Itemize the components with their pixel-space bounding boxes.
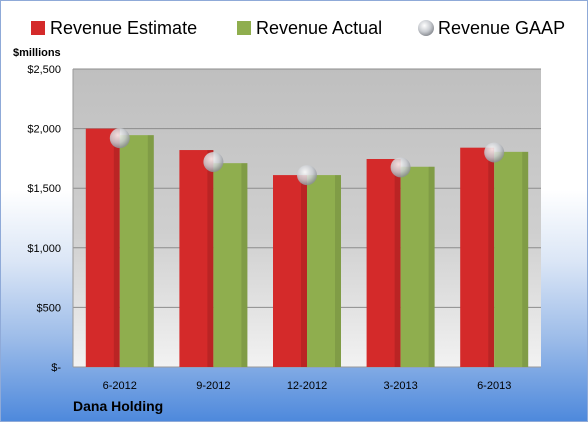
y-tick-label: $1,000 (27, 243, 61, 255)
company-name: Dana Holding (73, 398, 164, 414)
bar-shade (147, 135, 154, 367)
x-tick-label: 3-2013 (383, 380, 417, 392)
legend-swatch-revenue-gaap (418, 20, 434, 36)
bar-revenue-estimate (85, 128, 120, 367)
y-tick-label: $- (51, 362, 61, 374)
legend-label: Revenue Actual (256, 18, 382, 38)
y-tick-labels: $- $500 $1,000 $1,500 $2,000 $2,500 (27, 64, 61, 374)
bar-revenue-actual (119, 135, 154, 367)
marker-revenue-gaap (203, 151, 224, 172)
bar-shade (301, 175, 307, 367)
marker-revenue-gaap (390, 157, 411, 178)
legend-label: Revenue GAAP (438, 18, 565, 38)
bar-revenue-estimate (273, 175, 307, 367)
bar-revenue-actual (307, 175, 341, 367)
x-tick-label: 12-2012 (287, 380, 327, 392)
y-tick-label: $1,500 (27, 183, 61, 195)
bar-revenue-estimate (460, 147, 495, 367)
bar-revenue-estimate (366, 158, 401, 367)
marker-revenue-gaap (109, 128, 130, 149)
gaap-markers (109, 128, 505, 186)
legend-swatch (31, 21, 45, 35)
bar-revenue-estimate (179, 150, 214, 367)
bars (85, 128, 529, 367)
y-tick-label: $2,000 (27, 124, 61, 136)
bar-shade (207, 150, 214, 367)
bar-shade (522, 151, 529, 367)
y-tick-label: $500 (37, 302, 61, 314)
bar-shade (241, 163, 248, 367)
y-tick-label: $2,500 (27, 64, 61, 76)
x-tick-label: 9-2012 (196, 380, 230, 392)
bar-revenue-actual (400, 166, 435, 367)
legend: Revenue Estimate Revenue Actual Revenue GA… (31, 18, 565, 38)
bar-revenue-actual (213, 163, 248, 367)
bar-shade (335, 175, 341, 367)
x-tick-label: 6-2013 (477, 380, 511, 392)
y-unit-label: $millions (13, 47, 61, 59)
legend-label: Revenue Estimate (50, 18, 197, 38)
bar-shade (428, 166, 435, 367)
marker-revenue-gaap (484, 142, 505, 163)
marker-revenue-gaap (297, 165, 317, 186)
x-tick-labels: 6-2012 9-2012 12-2012 3-2013 6-2013 (103, 380, 512, 392)
bar-shade (113, 128, 120, 367)
x-tick-label: 6-2012 (103, 380, 137, 392)
legend-swatch (237, 21, 251, 35)
bar-shade (488, 147, 495, 367)
bar-revenue-actual (494, 151, 529, 367)
bar-shade (394, 158, 401, 367)
